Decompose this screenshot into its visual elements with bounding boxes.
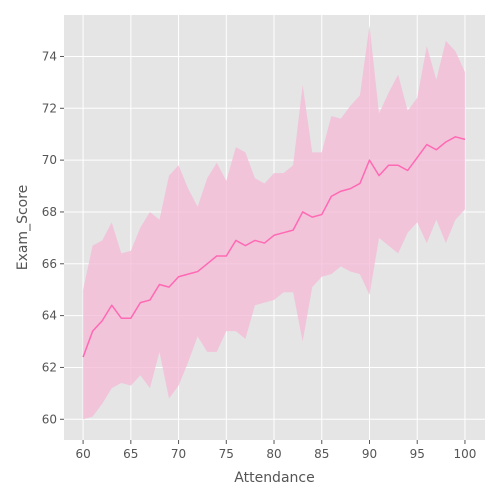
y-tick-group: 60 62 64 66 68 70 72 74: [42, 49, 64, 426]
x-tick-group: 60 65 70 75 80 85 90 95 100: [75, 440, 476, 461]
y-tick-label: 70: [42, 153, 57, 167]
x-tick-label: 90: [362, 447, 377, 461]
y-tick-label: 72: [42, 101, 57, 115]
x-tick-label: 65: [123, 447, 138, 461]
y-tick-label: 62: [42, 360, 57, 374]
y-tick-label: 66: [42, 257, 57, 271]
x-tick-label: 100: [453, 447, 476, 461]
x-tick-label: 95: [410, 447, 425, 461]
y-axis-label: Exam_Score: [15, 185, 31, 271]
x-tick-label: 75: [219, 447, 234, 461]
y-tick-label: 74: [42, 49, 57, 63]
x-axis-label: Attendance: [234, 470, 314, 486]
x-tick-label: 60: [75, 447, 90, 461]
y-tick-label: 60: [42, 412, 57, 426]
x-tick-label: 80: [266, 447, 281, 461]
y-tick-label: 68: [42, 205, 57, 219]
y-tick-label: 64: [42, 309, 57, 323]
x-tick-label: 70: [171, 447, 186, 461]
x-tick-label: 85: [314, 447, 329, 461]
